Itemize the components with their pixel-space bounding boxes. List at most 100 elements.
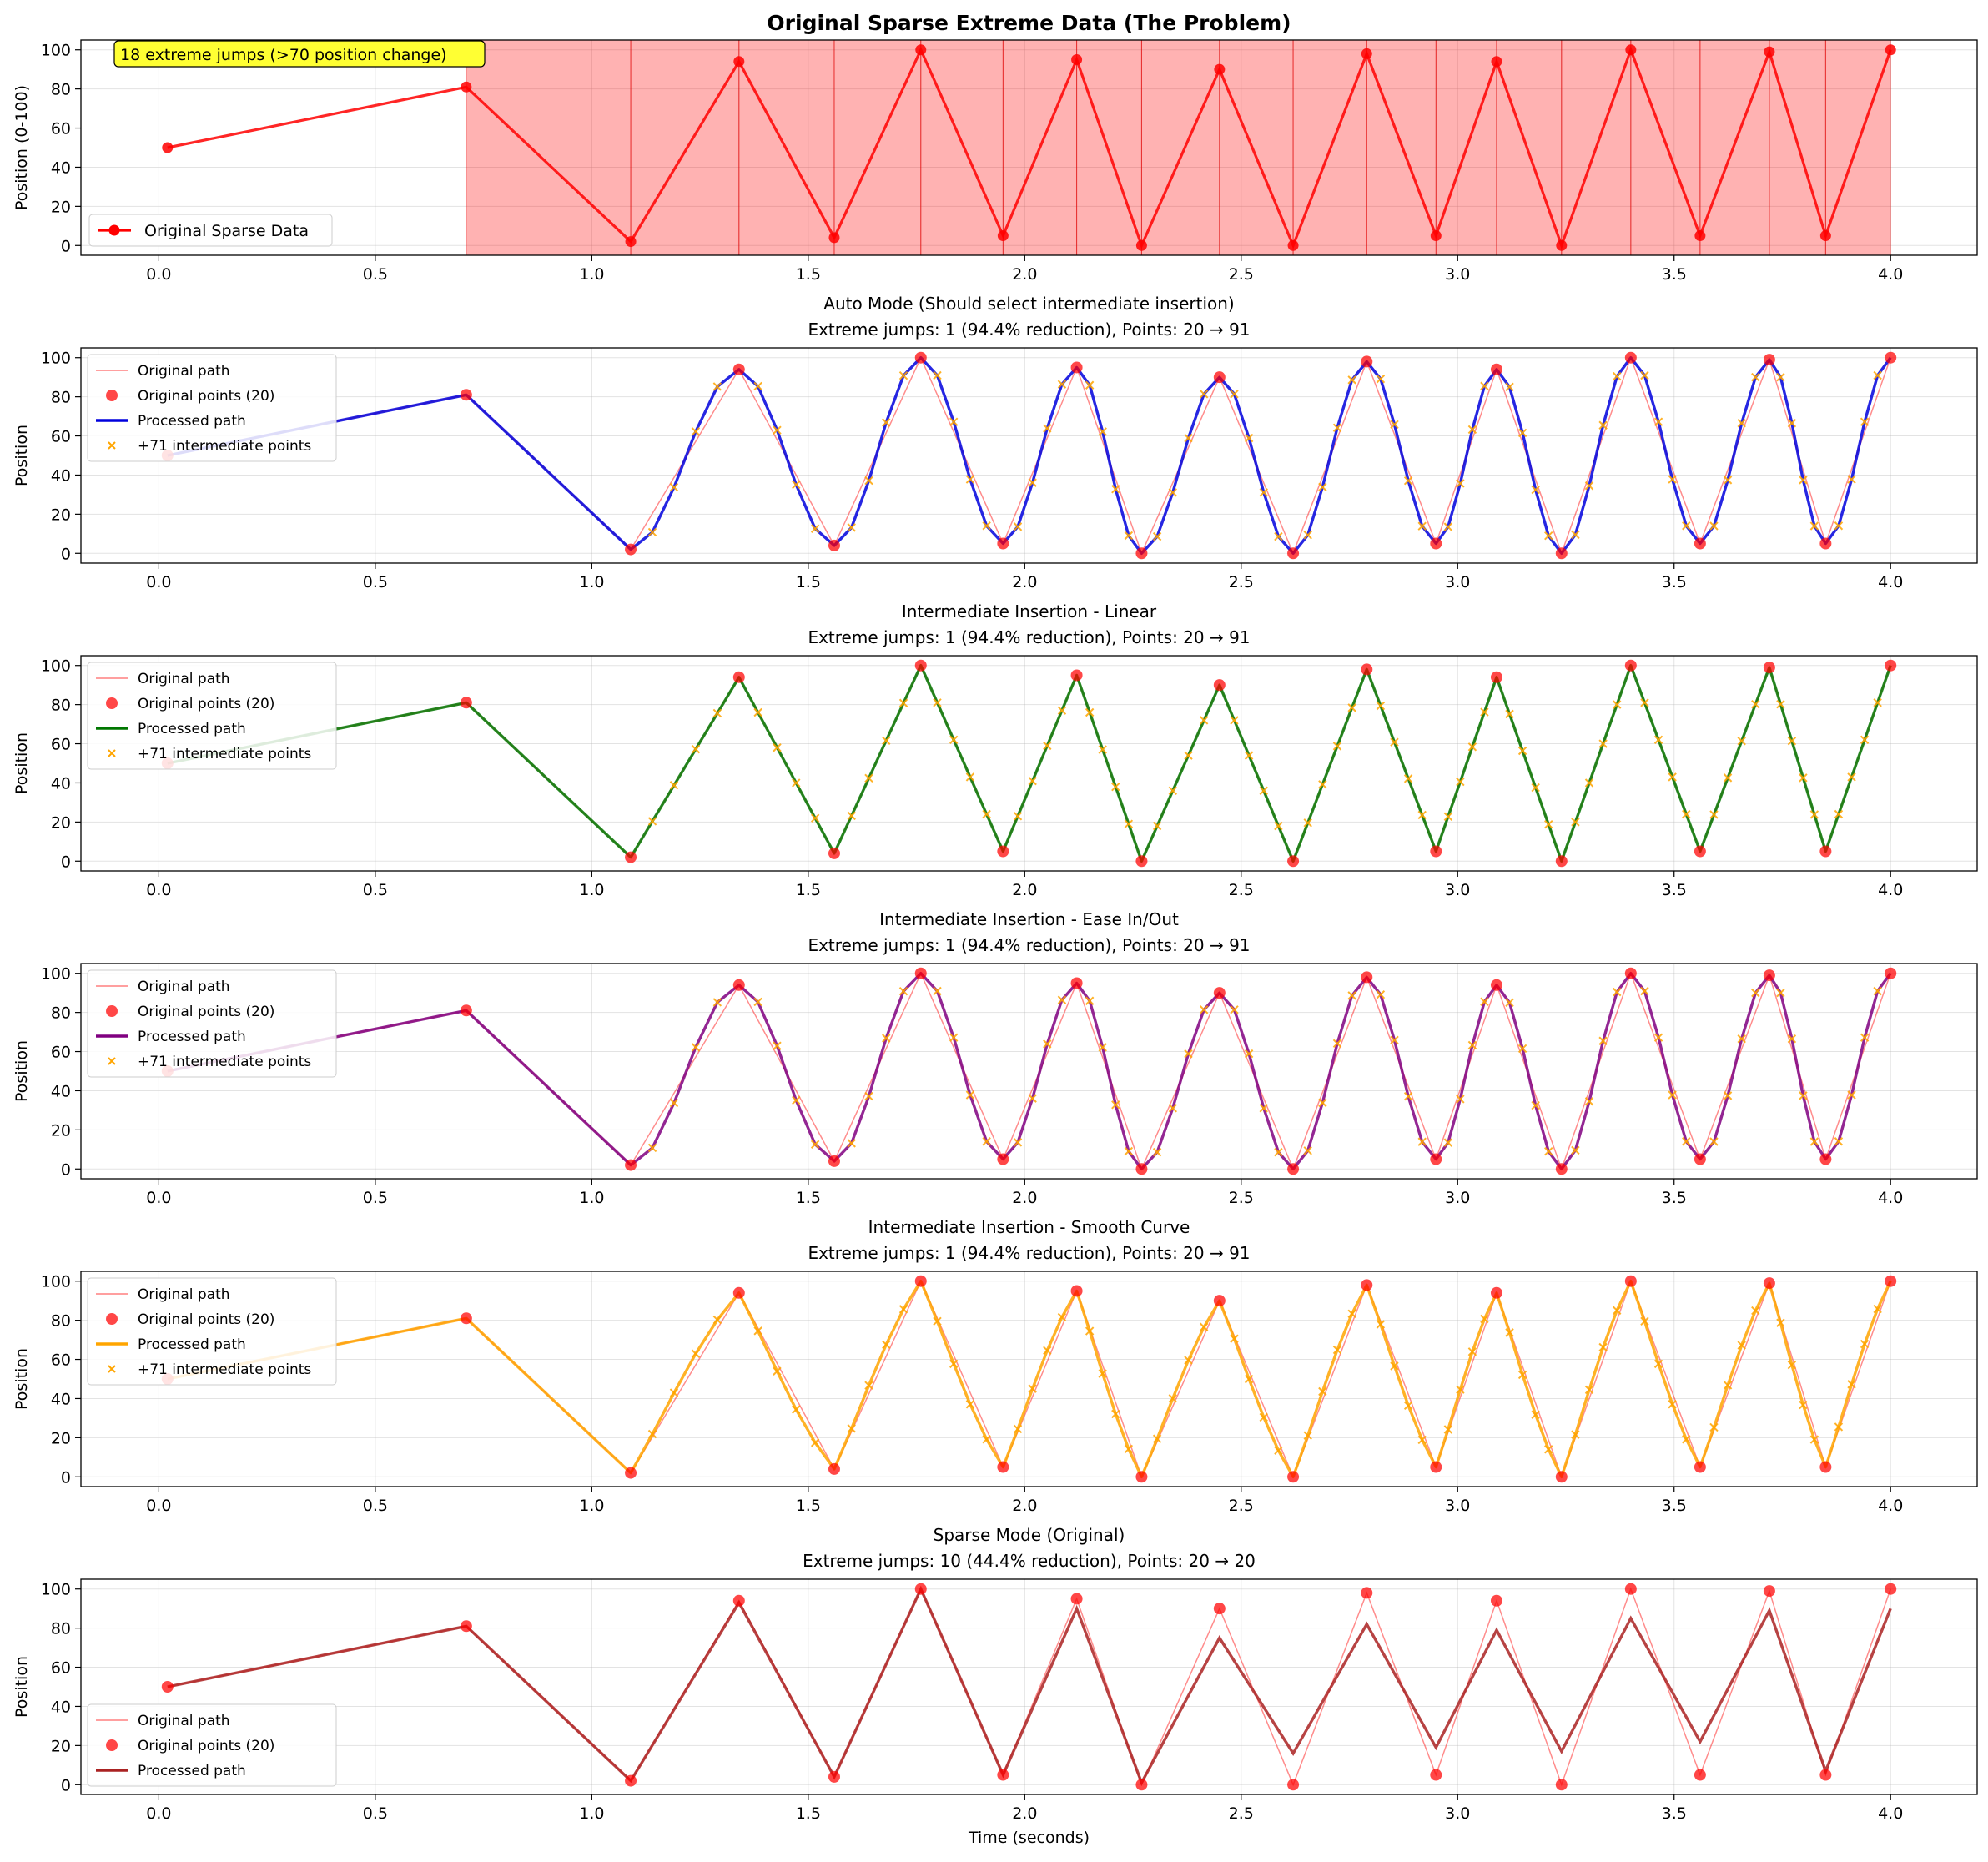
- data-point-intermediate: [669, 1388, 679, 1397]
- intermediate-x-stroke: [1417, 1137, 1427, 1146]
- intermediate-x-stroke: [949, 417, 959, 426]
- data-point-original: [1361, 971, 1373, 984]
- data-point-intermediate: [1244, 1049, 1254, 1059]
- data-point-intermediate: [1152, 1147, 1162, 1157]
- data-point-intermediate: [1443, 812, 1453, 822]
- intermediate-x-stroke: [1274, 821, 1283, 831]
- intermediate-x-stroke: [712, 708, 722, 718]
- data-point-intermediate: [1098, 745, 1107, 754]
- intermediate-x-stroke: [898, 987, 908, 996]
- intermediate-x-stroke: [1057, 1312, 1067, 1322]
- intermediate-x-stroke: [1640, 1316, 1649, 1326]
- data-point-intermediate: [1751, 699, 1760, 709]
- data-point-intermediate: [1124, 1146, 1134, 1156]
- x-tick-label: 2.5: [1229, 1497, 1254, 1515]
- y-tick-label: 0: [61, 237, 71, 255]
- intermediate-x-stroke: [982, 1137, 991, 1146]
- x-tick-label: 0.0: [146, 1189, 171, 1207]
- series-line-original-path: [167, 663, 1891, 863]
- intermediate-x-stroke: [1598, 420, 1608, 430]
- data-point-intermediate: [1259, 786, 1268, 796]
- intermediate-x-stroke: [965, 772, 975, 782]
- intermediate-x-stroke: [1318, 482, 1327, 492]
- x-tick-label: 3.0: [1445, 881, 1470, 899]
- data-point-intermediate: [792, 480, 801, 490]
- intermediate-x-stroke: [1723, 476, 1733, 485]
- x-tick-label: 4.0: [1878, 1804, 1903, 1823]
- intermediate-x-stroke: [669, 781, 679, 790]
- intermediate-x-stroke: [1640, 370, 1649, 380]
- data-point-original: [1135, 1163, 1148, 1175]
- intermediate-x-stroke: [965, 475, 975, 484]
- data-point-original: [1490, 671, 1502, 683]
- x-tick-label: 0.5: [363, 881, 388, 899]
- data-point-intermediate: [1230, 1005, 1239, 1014]
- intermediate-x-stroke: [1443, 812, 1453, 822]
- data-point-intermediate: [1723, 1381, 1733, 1390]
- data-point-intermediate: [1111, 1100, 1120, 1110]
- intermediate-x-stroke: [792, 480, 801, 490]
- data-point-intermediate: [1318, 780, 1327, 789]
- data-point-intermediate: [1598, 420, 1608, 430]
- data-point-intermediate: [1799, 1091, 1808, 1100]
- intermediate-x-stroke: [1318, 1098, 1327, 1108]
- intermediate-x-stroke: [1376, 990, 1386, 999]
- legend-frame: [87, 662, 337, 770]
- axes-frame: [80, 39, 1978, 256]
- intermediate-x-stroke: [1057, 706, 1067, 715]
- series-line-processed: [167, 1585, 1892, 1787]
- intermediate-x-stroke: [669, 482, 679, 492]
- intermediate-x-stroke: [1709, 1137, 1719, 1146]
- intermediate-x-stroke: [1184, 1356, 1193, 1365]
- data-point-intermediate: [1318, 1386, 1327, 1396]
- intermediate-x-stroke: [1456, 1095, 1465, 1104]
- legend: Original Sparse Data: [88, 214, 333, 247]
- data-point-original: [1135, 1471, 1148, 1483]
- data-point-intermediate: [1531, 485, 1540, 495]
- panel-title: Intermediate Insertion - Smooth Curve: [868, 1217, 1190, 1237]
- data-point-intermediate: [933, 370, 942, 380]
- intermediate-x-stroke: [1390, 1361, 1399, 1371]
- legend-swatch-marker: [108, 441, 116, 450]
- intermediate-x-stroke: [1043, 424, 1052, 433]
- data-point-original: [1624, 967, 1637, 979]
- intermediate-x-stroke: [847, 1424, 856, 1433]
- data-point-original: [828, 1770, 840, 1783]
- data-point-intermediate: [864, 773, 873, 783]
- intermediate-x-stroke: [1598, 1342, 1608, 1352]
- data-point-intermediate: [1332, 423, 1342, 433]
- intermediate-x-stroke: [1098, 1043, 1107, 1052]
- data-point-intermediate: [1860, 1033, 1870, 1042]
- data-point-intermediate: [1443, 1425, 1453, 1434]
- legend-frame: [87, 1277, 337, 1386]
- data-point-intermediate: [1799, 1400, 1808, 1410]
- data-point-original: [732, 1286, 745, 1299]
- legend-x-stroke: [108, 1057, 116, 1065]
- series-line-processed: [167, 971, 1892, 1171]
- x-tick-label: 3.0: [1445, 265, 1470, 284]
- data-point-intermediate: [933, 986, 942, 996]
- legend-entry-label: Original path: [138, 979, 230, 995]
- intermediate-x-stroke: [1443, 1138, 1453, 1147]
- data-point-original: [1213, 1295, 1226, 1307]
- intermediate-x-stroke: [1787, 419, 1797, 428]
- data-point-intermediate: [647, 527, 657, 537]
- intermediate-x-stroke: [1799, 1091, 1808, 1100]
- data-point-intermediate: [1480, 1314, 1489, 1324]
- data-point-intermediate: [1303, 1146, 1312, 1155]
- data-point-intermediate: [1640, 698, 1649, 707]
- data-point-intermediate: [1613, 1306, 1622, 1315]
- data-point-intermediate: [712, 998, 722, 1007]
- data-point: [1361, 48, 1372, 59]
- data-point-intermediate: [1584, 778, 1594, 788]
- panel-5: Intermediate Insertion - Smooth Curve Ext…: [13, 1217, 1978, 1515]
- data-point-intermediate: [1259, 488, 1268, 497]
- data-point-original: [1555, 855, 1568, 868]
- intermediate-x-stroke: [712, 382, 722, 391]
- intermediate-x-stroke: [1860, 417, 1870, 426]
- intermediate-x-stroke: [1682, 521, 1691, 531]
- data-point-original: [828, 847, 840, 859]
- data-point-intermediate: [1517, 1370, 1527, 1380]
- intermediate-x-stroke: [1799, 773, 1808, 783]
- intermediate-x-stroke: [1332, 1039, 1342, 1049]
